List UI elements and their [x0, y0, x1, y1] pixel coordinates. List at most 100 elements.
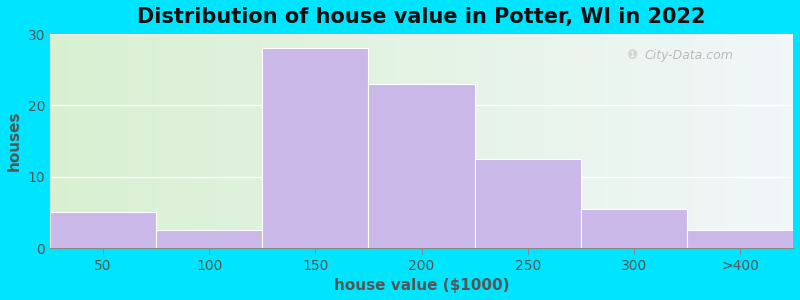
Bar: [158, 34, 162, 248]
Bar: [693, 34, 697, 248]
Bar: [262, 34, 266, 248]
Bar: [530, 34, 533, 248]
Bar: [659, 34, 663, 248]
Bar: [254, 34, 258, 248]
Bar: [426, 34, 429, 248]
Bar: [760, 34, 763, 248]
Bar: [228, 34, 232, 248]
Bar: [462, 34, 466, 248]
Bar: [548, 34, 551, 248]
Bar: [306, 34, 310, 248]
Bar: [269, 34, 273, 248]
Bar: [422, 34, 426, 248]
Bar: [451, 34, 455, 248]
Bar: [566, 34, 570, 248]
Bar: [87, 34, 91, 248]
Bar: [232, 34, 236, 248]
Bar: [522, 34, 526, 248]
Bar: [641, 34, 645, 248]
Bar: [117, 34, 121, 248]
Bar: [262, 48, 369, 248]
Bar: [674, 34, 678, 248]
Bar: [358, 34, 362, 248]
Bar: [682, 34, 686, 248]
Bar: [150, 34, 154, 248]
Bar: [429, 34, 433, 248]
Bar: [593, 34, 596, 248]
Bar: [470, 34, 474, 248]
Bar: [607, 34, 611, 248]
Bar: [247, 34, 250, 248]
Bar: [630, 34, 634, 248]
Bar: [106, 34, 110, 248]
Bar: [790, 34, 793, 248]
Bar: [258, 34, 262, 248]
Bar: [299, 34, 302, 248]
Bar: [562, 34, 566, 248]
Bar: [663, 34, 666, 248]
Bar: [162, 34, 165, 248]
Bar: [65, 34, 69, 248]
Bar: [622, 34, 626, 248]
Bar: [343, 34, 347, 248]
Bar: [225, 34, 228, 248]
Bar: [280, 34, 284, 248]
Bar: [366, 34, 370, 248]
Bar: [474, 34, 478, 248]
Bar: [121, 34, 124, 248]
Bar: [697, 34, 700, 248]
Bar: [541, 34, 544, 248]
Bar: [687, 230, 793, 248]
Bar: [533, 34, 537, 248]
Bar: [786, 34, 790, 248]
Bar: [666, 34, 670, 248]
Bar: [436, 34, 440, 248]
Bar: [722, 34, 726, 248]
Bar: [370, 34, 374, 248]
Bar: [388, 34, 392, 248]
Bar: [273, 34, 277, 248]
Bar: [678, 34, 682, 248]
Bar: [354, 34, 358, 248]
Bar: [322, 34, 325, 248]
Bar: [763, 34, 767, 248]
Bar: [734, 34, 738, 248]
Bar: [154, 34, 158, 248]
Bar: [559, 34, 562, 248]
Bar: [374, 34, 377, 248]
Bar: [58, 34, 61, 248]
Bar: [180, 34, 184, 248]
Bar: [689, 34, 693, 248]
Bar: [708, 34, 711, 248]
Bar: [214, 34, 217, 248]
Bar: [574, 34, 578, 248]
Bar: [80, 34, 83, 248]
Bar: [485, 34, 488, 248]
Bar: [146, 34, 150, 248]
Bar: [514, 34, 518, 248]
Bar: [603, 34, 607, 248]
Bar: [648, 34, 652, 248]
Bar: [578, 34, 582, 248]
Bar: [741, 34, 745, 248]
Bar: [54, 34, 58, 248]
Bar: [406, 34, 410, 248]
Bar: [626, 34, 630, 248]
Bar: [704, 34, 708, 248]
Bar: [614, 34, 618, 248]
Bar: [749, 34, 752, 248]
Text: ❶: ❶: [626, 49, 637, 62]
Bar: [384, 34, 388, 248]
Bar: [187, 34, 191, 248]
Bar: [206, 34, 210, 248]
Bar: [340, 34, 343, 248]
Bar: [399, 34, 403, 248]
Bar: [72, 34, 76, 248]
Bar: [113, 34, 117, 248]
Bar: [466, 34, 470, 248]
Text: City-Data.com: City-Data.com: [645, 49, 734, 62]
Bar: [738, 34, 741, 248]
Bar: [492, 34, 496, 248]
Bar: [102, 34, 106, 248]
Bar: [544, 34, 548, 248]
